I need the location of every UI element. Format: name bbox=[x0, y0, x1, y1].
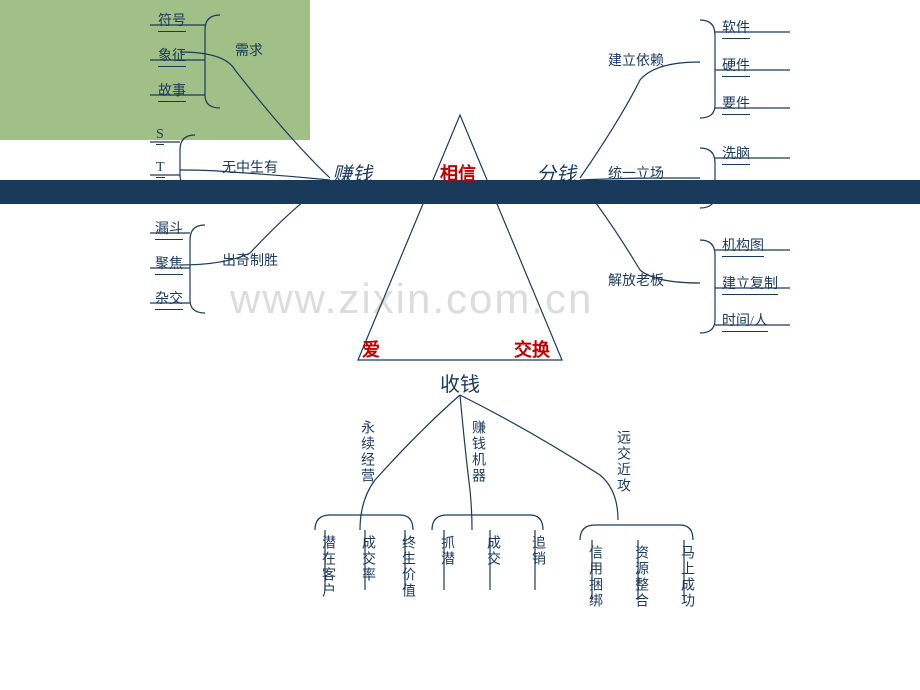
triangle-right-label: 交换 bbox=[514, 336, 550, 362]
bottom-b1-c2: 终生价值 bbox=[397, 535, 417, 599]
left-b1-c0: 符号 bbox=[158, 10, 186, 32]
right-b1-c1: 硬件 bbox=[722, 55, 750, 77]
right-b3-c2: 时间/人 bbox=[722, 310, 768, 332]
bottom-b3-label: 远交近攻 bbox=[612, 430, 632, 494]
right-b1-c2: 要件 bbox=[722, 93, 750, 115]
left-b3-c2: 杂交 bbox=[155, 288, 183, 310]
right-b2-c1: 换人 bbox=[722, 180, 750, 202]
main-branch-bottom: 收钱 bbox=[440, 368, 480, 397]
right-b3-c0: 机构图 bbox=[722, 235, 764, 257]
right-b2-c0: 洗脑 bbox=[722, 143, 750, 165]
triangle-left-label: 爱 bbox=[362, 336, 380, 362]
bottom-b3-c2: 马上成功 bbox=[676, 545, 696, 609]
bottom-b3-c0: 信用捆绑 bbox=[584, 545, 604, 609]
right-b2-label: 统一立场 bbox=[608, 163, 664, 183]
right-b1-label: 建立依赖 bbox=[608, 50, 664, 70]
right-b3-label: 解放老板 bbox=[608, 270, 664, 290]
bottom-b2-c0: 抓潜 bbox=[436, 535, 456, 567]
left-b1-c1: 象征 bbox=[158, 45, 186, 67]
left-b2-c0: S bbox=[156, 127, 164, 145]
left-b2-label: 无中生有 bbox=[222, 157, 278, 177]
main-branch-left: 赚钱 bbox=[332, 158, 372, 187]
bottom-b2-c2: 追销 bbox=[527, 535, 547, 567]
bottom-b1-label: 永续经营 bbox=[356, 420, 376, 484]
left-b1-label: 需求 bbox=[235, 40, 263, 60]
right-b1-c0: 软件 bbox=[722, 17, 750, 39]
left-b3-c1: 聚焦 bbox=[155, 253, 183, 275]
right-b3-c1: 建立复制 bbox=[722, 273, 778, 295]
left-b3-label: 出奇制胜 bbox=[222, 250, 278, 270]
diagram-lines bbox=[0, 0, 920, 690]
left-b1-c2: 故事 bbox=[158, 80, 186, 102]
main-branch-right: 分钱 bbox=[536, 158, 576, 187]
triangle-top-label: 相信 bbox=[440, 160, 476, 186]
bottom-b2-c1: 成交 bbox=[482, 535, 502, 567]
bottom-b2-label: 赚钱机器 bbox=[467, 420, 487, 484]
left-b2-c1: T bbox=[156, 160, 165, 178]
bottom-b1-c0: 潜在客户 bbox=[317, 535, 337, 599]
bottom-b1-c1: 成交率 bbox=[357, 535, 377, 583]
left-b3-c0: 漏斗 bbox=[155, 218, 183, 240]
bottom-b3-c1: 资源整合 bbox=[630, 545, 650, 609]
